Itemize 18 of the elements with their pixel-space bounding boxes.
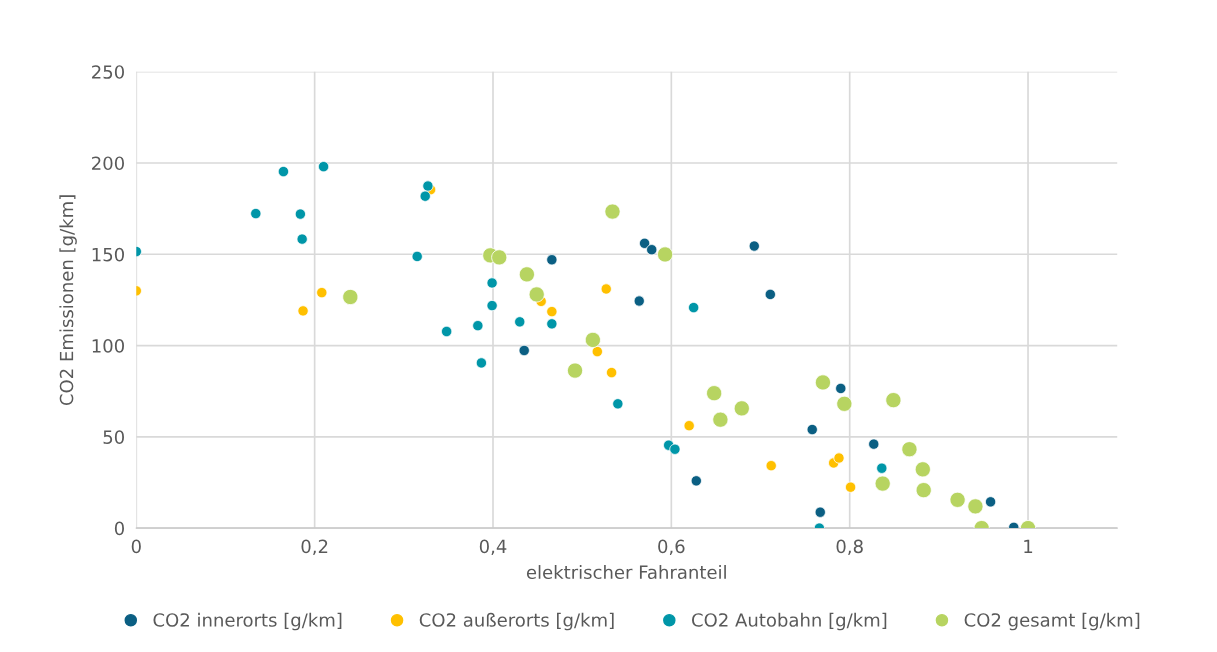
y-tick-label: 100 bbox=[92, 339, 124, 353]
x-tick-label: 0,2 bbox=[301, 539, 328, 556]
y-tick-label: 50 bbox=[103, 430, 124, 444]
x-tick-label: 0 bbox=[131, 539, 141, 554]
y-tick-label: 200 bbox=[92, 156, 124, 171]
legend-label: CO2 innerorts [g/km] bbox=[153, 612, 342, 631]
y-tick-label: 0 bbox=[114, 521, 124, 536]
legend-label: CO2 Autobahn [g/km] bbox=[692, 612, 887, 631]
legend-label: CO2 außerorts [g/km] bbox=[419, 612, 614, 631]
x-tick-label: 1 bbox=[1024, 539, 1033, 553]
x-tick-label: 0,8 bbox=[836, 539, 863, 556]
y-axis-title: CO2 Emissionen [g/km] bbox=[59, 195, 77, 406]
y-tick-label: 150 bbox=[92, 247, 124, 262]
x-tick-label: 0,4 bbox=[479, 539, 507, 556]
x-tick-label: 0,6 bbox=[658, 539, 685, 556]
legend-label: CO2 gesamt [g/km] bbox=[964, 612, 1140, 631]
y-tick-label: 250 bbox=[92, 65, 124, 79]
x-axis-title: elektrischer Fahranteil bbox=[526, 565, 726, 580]
